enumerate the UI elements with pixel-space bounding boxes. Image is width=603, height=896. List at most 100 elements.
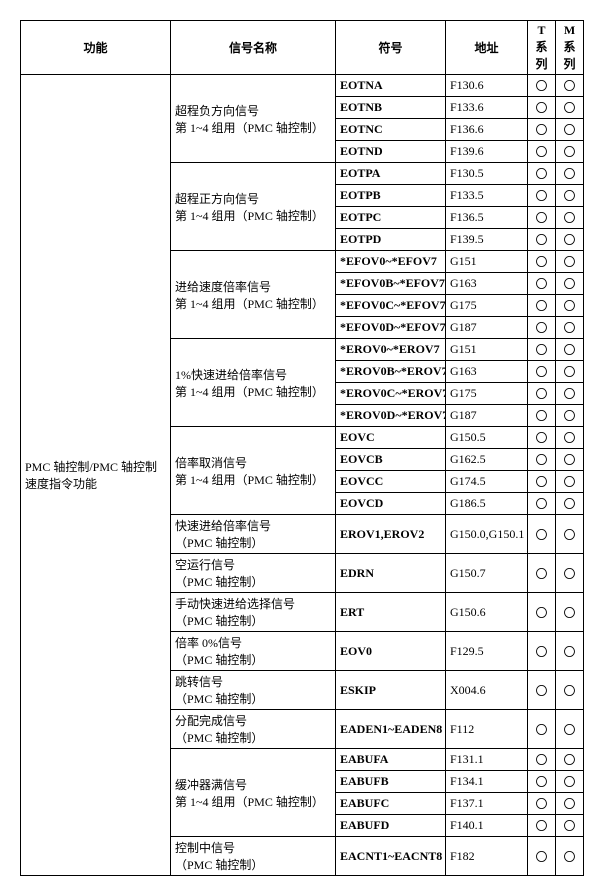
m-series-cell: 〇 [556,793,584,815]
symbol-cell: ESKIP [336,671,446,710]
t-series-cell: 〇 [528,163,556,185]
signal-name-cell: 超程负方向信号 第 1~4 组用（PMC 轴控制） [171,75,336,163]
address-cell: F140.1 [446,815,528,837]
symbol-cell: *EFOV0~*EFOV7 [336,251,446,273]
symbol-cell: EROV1,EROV2 [336,515,446,554]
t-series-cell: 〇 [528,815,556,837]
m-series-cell: 〇 [556,119,584,141]
t-series-cell: 〇 [528,593,556,632]
m-series-cell: 〇 [556,273,584,295]
feature-cell: PMC 轴控制/PMC 轴控制速度指令功能 [21,75,171,876]
symbol-cell: *EFOV0B~*EFOV7B [336,273,446,295]
address-cell: F133.5 [446,185,528,207]
symbol-cell: EOVCD [336,493,446,515]
symbol-cell: *EFOV0C~*EFOV7C [336,295,446,317]
m-series-cell: 〇 [556,515,584,554]
m-series-cell: 〇 [556,427,584,449]
t-series-cell: 〇 [528,75,556,97]
symbol-cell: EOVCB [336,449,446,471]
m-series-cell: 〇 [556,229,584,251]
address-cell: G163 [446,361,528,383]
t-series-cell: 〇 [528,749,556,771]
m-series-cell: 〇 [556,163,584,185]
address-cell: X004.6 [446,671,528,710]
address-cell: G175 [446,295,528,317]
m-series-cell: 〇 [556,632,584,671]
t-series-cell: 〇 [528,449,556,471]
signal-table: 功能 信号名称 符号 地址 T 系列 M 系列 PMC 轴控制/PMC 轴控制速… [20,20,584,876]
address-cell: G150.0,G150.1 [446,515,528,554]
address-cell: F182 [446,837,528,876]
t-series-cell: 〇 [528,207,556,229]
symbol-cell: EOVC [336,427,446,449]
t-series-cell: 〇 [528,427,556,449]
address-cell: F136.6 [446,119,528,141]
signal-name-cell: 进给速度倍率信号 第 1~4 组用（PMC 轴控制） [171,251,336,339]
address-cell: F139.5 [446,229,528,251]
address-cell: G186.5 [446,493,528,515]
t-series-cell: 〇 [528,229,556,251]
symbol-cell: EOTPB [336,185,446,207]
m-series-cell: 〇 [556,837,584,876]
address-cell: F133.6 [446,97,528,119]
t-series-cell: 〇 [528,97,556,119]
address-cell: F136.5 [446,207,528,229]
t-series-cell: 〇 [528,317,556,339]
symbol-cell: EOTPA [336,163,446,185]
t-series-cell: 〇 [528,295,556,317]
symbol-cell: EOTPC [336,207,446,229]
t-series-cell: 〇 [528,273,556,295]
address-cell: F130.6 [446,75,528,97]
t-series-cell: 〇 [528,339,556,361]
signal-name-cell: 控制中信号 （PMC 轴控制） [171,837,336,876]
signal-name-cell: 手动快速进给选择信号 （PMC 轴控制） [171,593,336,632]
address-cell: G150.7 [446,554,528,593]
symbol-cell: EABUFC [336,793,446,815]
address-cell: G175 [446,383,528,405]
signal-name-cell: 1%快速进给倍率信号 第 1~4 组用（PMC 轴控制） [171,339,336,427]
t-series-cell: 〇 [528,185,556,207]
t-series-cell: 〇 [528,771,556,793]
m-series-cell: 〇 [556,75,584,97]
m-series-cell: 〇 [556,295,584,317]
table-header-row: 功能 信号名称 符号 地址 T 系列 M 系列 [21,21,584,75]
header-t-series: T 系列 [528,21,556,75]
t-series-cell: 〇 [528,141,556,163]
m-series-cell: 〇 [556,141,584,163]
address-cell: G163 [446,273,528,295]
header-m-series: M 系列 [556,21,584,75]
m-series-cell: 〇 [556,671,584,710]
address-cell: G162.5 [446,449,528,471]
t-series-cell: 〇 [528,251,556,273]
t-series-cell: 〇 [528,632,556,671]
m-series-cell: 〇 [556,493,584,515]
address-cell: G151 [446,251,528,273]
m-series-cell: 〇 [556,207,584,229]
m-series-cell: 〇 [556,593,584,632]
symbol-cell: ERT [336,593,446,632]
address-cell: G187 [446,317,528,339]
address-cell: F134.1 [446,771,528,793]
symbol-cell: EOVCC [336,471,446,493]
m-series-cell: 〇 [556,405,584,427]
symbol-cell: *EROV0B~*EROV7B [336,361,446,383]
signal-name-cell: 空运行信号 （PMC 轴控制） [171,554,336,593]
t-series-cell: 〇 [528,405,556,427]
m-series-cell: 〇 [556,815,584,837]
symbol-cell: *EFOV0D~*EFOV7D [336,317,446,339]
m-series-cell: 〇 [556,749,584,771]
m-series-cell: 〇 [556,361,584,383]
t-series-cell: 〇 [528,383,556,405]
t-series-cell: 〇 [528,361,556,383]
address-cell: G151 [446,339,528,361]
address-cell: G187 [446,405,528,427]
symbol-cell: EABUFD [336,815,446,837]
m-series-cell: 〇 [556,771,584,793]
m-series-cell: 〇 [556,97,584,119]
header-address: 地址 [446,21,528,75]
signal-name-cell: 跳转信号 （PMC 轴控制） [171,671,336,710]
signal-name-cell: 倍率 0%信号 （PMC 轴控制） [171,632,336,671]
header-feature: 功能 [21,21,171,75]
address-cell: F130.5 [446,163,528,185]
header-symbol: 符号 [336,21,446,75]
